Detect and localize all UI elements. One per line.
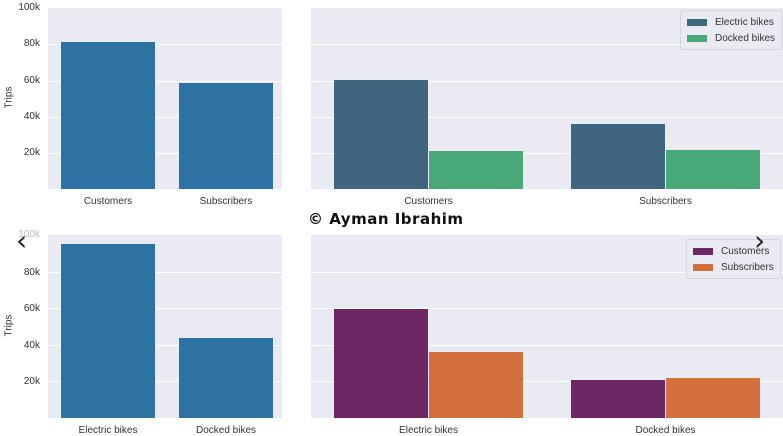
bar-customers-electric bbox=[334, 80, 428, 189]
chevron-left-icon[interactable]: ‹ bbox=[16, 224, 28, 257]
plot-area bbox=[48, 8, 282, 189]
y-tick: 20k bbox=[23, 147, 40, 158]
swatch-subscribers bbox=[693, 263, 713, 271]
bar-subscribers-docked bbox=[666, 150, 760, 189]
bar-docked-bikes bbox=[179, 338, 273, 418]
y-tick: 40k bbox=[23, 111, 40, 122]
bar-electric-subscribers bbox=[429, 352, 523, 418]
x-tick: Customers bbox=[404, 196, 453, 207]
bar-electric-customers bbox=[334, 309, 428, 418]
y-tick: 100k bbox=[18, 2, 40, 13]
bar-subscribers bbox=[179, 83, 273, 189]
bar-docked-subscribers bbox=[666, 378, 760, 418]
y-tick: 80k bbox=[23, 267, 40, 278]
y-axis-label: Trips bbox=[3, 314, 15, 337]
x-tick: Electric bikes bbox=[78, 425, 138, 436]
legend-item: Docked bikes bbox=[687, 30, 775, 46]
y-tick: 100k bbox=[18, 229, 40, 240]
x-tick: Electric bikes bbox=[399, 425, 458, 436]
y-tick: 60k bbox=[23, 75, 40, 86]
x-tick: Subscribers bbox=[199, 196, 253, 207]
legend: Electric bikes Docked bikes bbox=[680, 10, 783, 50]
legend-label: Customers bbox=[721, 245, 770, 257]
swatch-electric bbox=[687, 18, 707, 26]
bar-customers bbox=[61, 42, 155, 189]
legend-label: Docked bikes bbox=[715, 32, 776, 44]
swatch-docked bbox=[687, 34, 707, 42]
x-tick: Docked bikes bbox=[635, 425, 696, 436]
bar-electric-bikes bbox=[61, 244, 155, 418]
y-tick: 20k bbox=[23, 376, 40, 387]
x-tick: Docked bikes bbox=[195, 425, 257, 436]
chevron-right-icon[interactable]: › bbox=[754, 224, 766, 257]
legend-label: Subscribers bbox=[721, 261, 774, 273]
legend-item: Electric bikes bbox=[687, 14, 775, 30]
legend-label: Electric bikes bbox=[715, 16, 774, 28]
y-tick: 80k bbox=[23, 38, 40, 49]
bar-subscribers-electric bbox=[571, 124, 665, 189]
watermark: © Ayman Ibrahim bbox=[308, 210, 464, 228]
bar-docked-customers bbox=[571, 380, 665, 418]
bar-customers-docked bbox=[429, 151, 523, 189]
y-tick: 60k bbox=[23, 303, 40, 314]
x-tick: Customers bbox=[83, 196, 133, 207]
x-tick: Subscribers bbox=[639, 196, 692, 207]
y-axis-label: Trips bbox=[3, 86, 15, 109]
plot-area bbox=[48, 235, 282, 418]
y-tick: 40k bbox=[23, 340, 40, 351]
plot-area bbox=[311, 235, 783, 418]
legend-item: Subscribers bbox=[693, 259, 774, 275]
swatch-customers bbox=[693, 247, 713, 255]
legend-item: Customers bbox=[693, 243, 774, 259]
legend: Customers Subscribers bbox=[686, 239, 781, 279]
